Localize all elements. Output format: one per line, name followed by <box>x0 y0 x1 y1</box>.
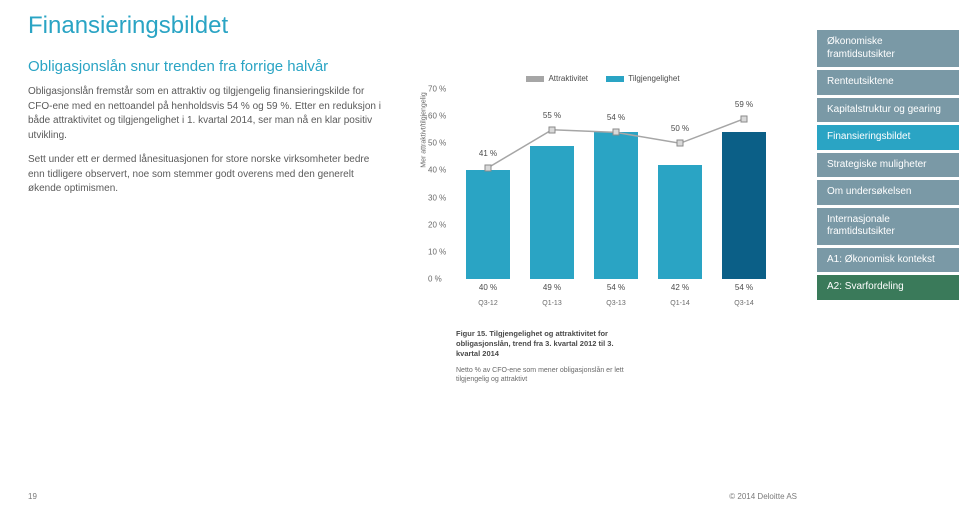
bar <box>722 132 766 279</box>
sidebar-item-1[interactable]: Renteutsiktene <box>817 70 959 95</box>
sidebar-item-5[interactable]: Om undersøkelsen <box>817 180 959 205</box>
copyright: © 2014 Deloitte AS <box>729 492 797 501</box>
bar-value-label: 42 % <box>671 283 689 292</box>
legend-label-b: Tilgjengelighet <box>628 74 679 83</box>
line-value-label: 59 % <box>735 100 753 109</box>
y-tick: 60 % <box>428 112 446 121</box>
sidebar-item-2[interactable]: Kapitalstruktur og gearing <box>817 98 959 123</box>
legend-label-a: Attraktivitet <box>548 74 588 83</box>
paragraph-2: Sett under ett er dermed lånesituasjonen… <box>28 153 388 197</box>
y-tick: 70 % <box>428 85 446 94</box>
y-tick: 50 % <box>428 139 446 148</box>
page-number: 19 <box>28 492 37 501</box>
sidebar-item-6[interactable]: Internasjonale framtidsutsikter <box>817 208 959 245</box>
x-tick-label: Q3-12 <box>478 300 497 307</box>
x-tick-label: Q1-14 <box>670 300 689 307</box>
page-title: Finansieringsbildet <box>28 12 797 40</box>
figure-note: Netto % av CFO-ene som mener obligasjons… <box>456 366 646 384</box>
bar-value-label: 40 % <box>479 283 497 292</box>
bar-value-label: 54 % <box>735 283 753 292</box>
y-tick: 10 % <box>428 247 446 256</box>
legend-swatch-line <box>526 76 544 82</box>
y-tick: 20 % <box>428 220 446 229</box>
line-marker <box>677 140 684 147</box>
bar <box>466 170 510 279</box>
sidebar-item-7[interactable]: A1: Økonomisk kontekst <box>817 248 959 273</box>
sidebar-item-3[interactable]: Finansieringsbildet <box>817 125 959 150</box>
line-value-label: 41 % <box>479 149 497 158</box>
line-value-label: 50 % <box>671 124 689 133</box>
bar-value-label: 49 % <box>543 283 561 292</box>
bar <box>530 146 574 279</box>
sidebar-item-8[interactable]: A2: Svarfordeling <box>817 275 959 300</box>
y-axis-label: Mer attraktivt/tilgjengelig <box>421 92 428 167</box>
chart-legend: Attraktivitet Tilgjengelighet <box>418 74 788 83</box>
y-tick: 40 % <box>428 166 446 175</box>
line-marker <box>613 129 620 136</box>
x-tick-label: Q3-14 <box>734 300 753 307</box>
sidebar-item-4[interactable]: Strategiske muligheter <box>817 153 959 178</box>
y-tick: 0 % <box>428 275 442 284</box>
figure-caption: Figur 15. Tilgjengelighet og attraktivit… <box>456 329 636 358</box>
sidebar-nav: Økonomiske framtidsutsikter Renteutsikten… <box>817 0 959 507</box>
bar-value-label: 54 % <box>607 283 625 292</box>
x-tick-label: Q3-13 <box>606 300 625 307</box>
bar <box>594 132 638 279</box>
line-value-label: 55 % <box>543 111 561 120</box>
page-subtitle: Obligasjonslån snur trenden fra forrige … <box>28 58 408 75</box>
y-tick: 30 % <box>428 193 446 202</box>
line-marker <box>549 126 556 133</box>
chart-plot: Mer attraktivt/tilgjengelig 40 %49 %54 %… <box>456 89 788 315</box>
legend-swatch-bar <box>606 76 624 82</box>
paragraph-1: Obligasjonslån fremstår som en attraktiv… <box>28 85 388 143</box>
line-marker <box>485 164 492 171</box>
x-tick-label: Q1-13 <box>542 300 561 307</box>
line-value-label: 54 % <box>607 113 625 122</box>
line-marker <box>741 115 748 122</box>
chart-container: Attraktivitet Tilgjengelighet Mer attrak… <box>418 74 788 384</box>
sidebar-item-0[interactable]: Økonomiske framtidsutsikter <box>817 30 959 67</box>
bar <box>658 165 702 279</box>
